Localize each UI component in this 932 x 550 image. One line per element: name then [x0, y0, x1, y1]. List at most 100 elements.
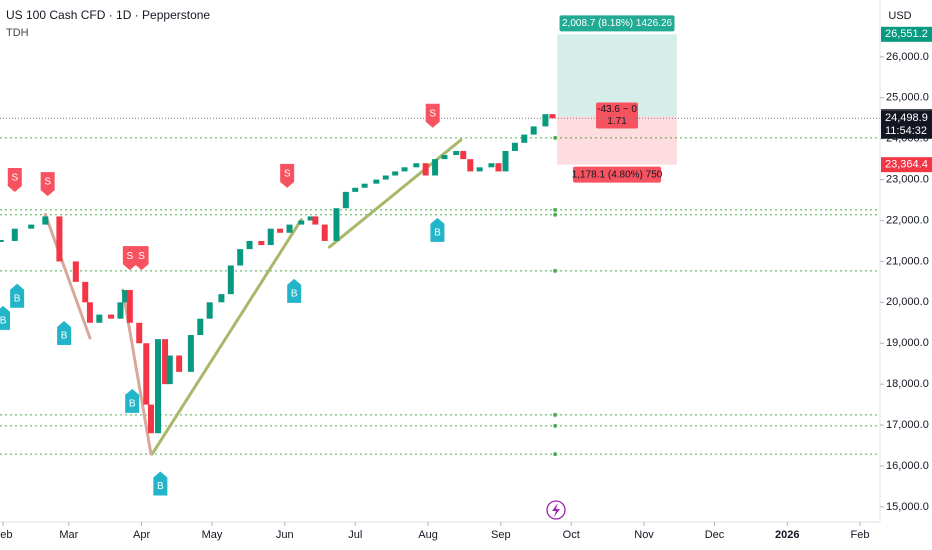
sell-signal — [280, 163, 295, 188]
candle — [86, 302, 93, 323]
candle — [237, 249, 244, 266]
candle — [187, 335, 194, 372]
candle — [488, 163, 495, 168]
y-tick-label: 26,000.0 — [886, 51, 929, 63]
candle — [521, 134, 528, 143]
y-tick-label: 18,000.0 — [886, 378, 929, 390]
candle — [321, 224, 328, 241]
countdown: 11:54:32 — [885, 125, 927, 137]
signal-label: B — [291, 289, 298, 300]
candle — [155, 339, 162, 434]
candle — [227, 265, 234, 295]
candle — [467, 159, 474, 172]
candle — [108, 314, 115, 319]
candle — [392, 171, 399, 176]
y-tick-label: 17,000.0 — [886, 419, 929, 431]
chart-title: US 100 Cash CFD · 1D · Pepperstone — [6, 8, 210, 22]
signal-label: S — [11, 173, 18, 184]
trend-line — [43, 212, 92, 340]
candle — [286, 224, 293, 233]
y-tick-label: 20,000.0 — [886, 296, 929, 308]
candle — [258, 240, 265, 246]
x-tick-label: Apr — [133, 529, 150, 541]
lightning-icon[interactable] — [546, 500, 566, 520]
trend-line — [327, 138, 463, 249]
candle — [382, 175, 389, 180]
candle — [495, 163, 502, 172]
sell-signal — [425, 103, 440, 128]
y-tick-label: 21,000.0 — [886, 255, 929, 267]
buy-signal — [10, 283, 25, 308]
buy-signal — [125, 388, 140, 413]
x-tick-label: 2026 — [775, 529, 799, 541]
candle — [147, 404, 154, 434]
candle — [136, 322, 143, 344]
candle — [143, 343, 150, 405]
candle — [476, 167, 483, 172]
candle — [460, 150, 467, 160]
candle — [373, 179, 380, 184]
mid-label: -43.6 ~ 0 — [597, 104, 637, 115]
x-tick-label: Feb — [851, 529, 870, 541]
mid-label: 1.71 — [607, 116, 627, 127]
candle — [432, 159, 439, 176]
x-tick-label: Feb — [0, 529, 13, 541]
candle — [267, 228, 274, 246]
price-label-box — [881, 157, 932, 173]
y-tick-label: 16,000.0 — [886, 460, 929, 472]
y-tick-label: 15,000.0 — [886, 501, 929, 513]
buy-signal — [153, 471, 168, 496]
candle — [333, 208, 340, 241]
signal-label: B — [434, 228, 441, 239]
candle — [246, 240, 253, 250]
candle — [549, 114, 556, 119]
signal-label: S — [44, 177, 51, 188]
signal-label: B — [157, 481, 164, 492]
level-dot — [553, 207, 558, 212]
candle — [441, 155, 448, 160]
candle — [530, 126, 537, 135]
candle — [312, 216, 319, 225]
candle — [126, 290, 133, 323]
stop-label-box — [573, 166, 662, 183]
y-tick-label: 23,000.0 — [886, 173, 929, 185]
sell-signal — [40, 172, 55, 197]
stop-label: 1,178.1 (4.80%) 750 — [572, 169, 663, 180]
x-tick-label: Aug — [418, 529, 438, 541]
mid-label-box — [596, 102, 639, 129]
x-tick-label: Jun — [276, 529, 294, 541]
x-tick-label: Oct — [563, 529, 580, 541]
candle — [401, 167, 408, 172]
trend-line — [150, 218, 303, 456]
signal-label: B — [61, 331, 68, 342]
price-label: 23,364.4 — [885, 159, 928, 171]
currency[interactable]: USD — [888, 10, 911, 22]
buy-signal — [287, 278, 302, 303]
signal-label: S — [127, 251, 134, 262]
signal-label: B — [129, 399, 136, 410]
candle — [298, 220, 305, 225]
x-tick-label: May — [202, 529, 223, 541]
candle — [72, 261, 79, 282]
y-tick-label: 22,000.0 — [886, 214, 929, 226]
level-dot — [553, 212, 558, 217]
sell-signal — [7, 168, 22, 192]
level-dot — [553, 423, 558, 428]
candle — [352, 187, 359, 192]
x-tick-label: Jul — [348, 529, 362, 541]
candle — [117, 302, 124, 319]
candle — [342, 191, 349, 209]
buy-signal — [57, 321, 72, 345]
level-dot — [553, 452, 558, 457]
candle — [162, 339, 169, 385]
target-label: 2,008.7 (8.18%) 1426.26 — [562, 18, 673, 29]
price-label: 26,551.2 — [885, 28, 928, 40]
candle — [122, 290, 129, 303]
candle — [42, 216, 49, 225]
x-tick-label: Sep — [491, 529, 511, 541]
buy-signal — [0, 305, 11, 330]
candle — [361, 183, 368, 188]
candle — [56, 216, 63, 262]
